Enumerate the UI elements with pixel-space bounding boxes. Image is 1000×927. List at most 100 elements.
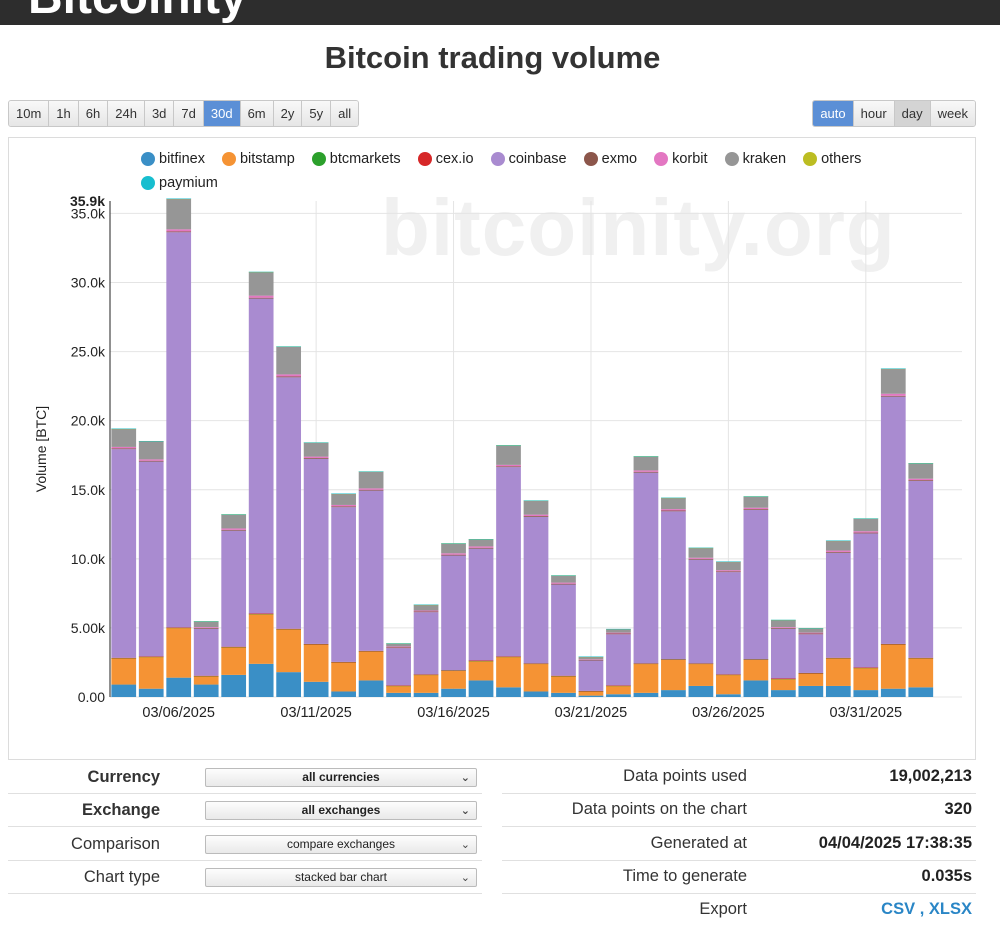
bar-segment-paymium[interactable] [166, 198, 192, 200]
bar-segment-exmo[interactable] [853, 532, 879, 534]
bar-segment-coinbase[interactable] [661, 511, 686, 660]
bar-segment-kraken[interactable] [386, 643, 411, 647]
range-button-day[interactable]: day [894, 101, 931, 126]
bar-segment-cexio[interactable] [716, 674, 741, 675]
range-button-1h[interactable]: 1h [49, 101, 79, 126]
legend-item-korbit[interactable]: korbit [654, 147, 708, 171]
bar-segment-bitstamp[interactable] [633, 663, 659, 693]
bar-segment-coinbase[interactable] [743, 509, 769, 660]
bar-segment-korbit[interactable] [743, 507, 769, 510]
legend-item-coinbase[interactable]: coinbase [490, 147, 567, 171]
bar-segment-cexio[interactable] [468, 660, 494, 662]
bar-segment-bitstamp[interactable] [908, 658, 934, 688]
bar-segment-exmo[interactable] [358, 489, 384, 491]
bar-segment-bitfinex[interactable] [798, 685, 824, 697]
bar-segment-btcmarkets[interactable] [633, 663, 659, 665]
bar-segment-kraken[interactable] [825, 540, 851, 551]
bar-segment-kraken[interactable] [193, 621, 219, 628]
range-button-3d[interactable]: 3d [144, 101, 175, 126]
bar-segment-cexio[interactable] [166, 627, 192, 628]
bar-segment-cexio[interactable] [358, 650, 384, 652]
bar-segment-korbit[interactable] [138, 459, 164, 461]
bar-segment-cexio[interactable] [221, 646, 247, 648]
bar-segment-paymium[interactable] [880, 368, 906, 369]
legend-item-bitfinex[interactable]: bitfinex [141, 147, 205, 171]
bar-segment-exmo[interactable] [468, 547, 494, 549]
bar-segment-exmo[interactable] [798, 633, 824, 635]
bar-segment-bitstamp[interactable] [331, 662, 356, 692]
bar-segment-kraken[interactable] [248, 272, 274, 296]
bar-segment-btcmarkets[interactable] [193, 675, 219, 677]
bar-segment-bitfinex[interactable] [578, 695, 604, 697]
bar-segment-korbit[interactable] [551, 582, 576, 584]
bar-segment-coinbase[interactable] [276, 377, 302, 629]
bar-segment-btcmarkets[interactable] [523, 663, 549, 665]
bar-segment-paymium[interactable] [413, 604, 439, 606]
comparison-select[interactable]: compare exchanges ⌄ [205, 834, 477, 854]
bar-segment-paymium[interactable] [303, 442, 329, 443]
chart-type-select[interactable]: stacked bar chart ⌄ [205, 867, 477, 887]
bar-segment-bitfinex[interactable] [193, 684, 219, 697]
bar-segment-korbit[interactable] [386, 646, 411, 648]
bar-segment-coinbase[interactable] [193, 628, 219, 676]
bar-segment-bitstamp[interactable] [358, 651, 384, 681]
bar-segment-exmo[interactable] [413, 611, 439, 613]
bar-segment-btcmarkets[interactable] [303, 644, 329, 645]
bar-segment-exmo[interactable] [716, 571, 741, 573]
site-brand[interactable]: Bitcoinity [28, 0, 247, 25]
bar-segment-kraken[interactable] [798, 628, 824, 633]
legend-item-others[interactable]: others [803, 147, 861, 171]
bar-segment-cexio[interactable] [331, 661, 356, 663]
bar-segment-korbit[interactable] [661, 509, 686, 511]
bar-segment-paymium[interactable] [138, 440, 164, 442]
bar-segment-kraken[interactable] [303, 442, 329, 457]
bar-segment-kraken[interactable] [633, 456, 659, 471]
bar-segment-bitstamp[interactable] [441, 670, 466, 689]
bar-segment-paymium[interactable] [221, 514, 247, 515]
bar-segment-kraken[interactable] [770, 620, 796, 628]
bar-segment-bitfinex[interactable] [661, 690, 686, 697]
legend-item-kraken[interactable]: kraken [724, 147, 786, 171]
bar-segment-bitstamp[interactable] [880, 644, 906, 689]
bar-segment-bitstamp[interactable] [468, 661, 494, 681]
bar-segment-paymium[interactable] [358, 471, 384, 472]
bar-segment-coinbase[interactable] [523, 516, 549, 664]
bar-segment-cexio[interactable] [661, 659, 686, 660]
bar-segment-paymium[interactable] [908, 463, 934, 464]
bar-segment-korbit[interactable] [880, 393, 906, 396]
bar-segment-cexio[interactable] [853, 667, 879, 668]
bar-segment-bitstamp[interactable] [743, 659, 769, 681]
bar-segment-exmo[interactable] [523, 516, 549, 517]
bar-segment-paymium[interactable] [496, 445, 521, 446]
bar-segment-exmo[interactable] [770, 627, 796, 629]
bar-segment-kraken[interactable] [523, 500, 549, 515]
bar-segment-btcmarkets[interactable] [496, 656, 521, 658]
bar-segment-paymium[interactable] [248, 271, 274, 273]
bar-segment-bitfinex[interactable] [496, 687, 521, 697]
bar-segment-kraken[interactable] [688, 548, 714, 558]
bar-segment-korbit[interactable] [248, 295, 274, 298]
bar-segment-coinbase[interactable] [248, 298, 274, 614]
bar-segment-korbit[interactable] [716, 570, 741, 572]
bar-segment-btcmarkets[interactable] [880, 644, 906, 645]
bar-segment-bitfinex[interactable] [770, 690, 796, 697]
bar-segment-kraken[interactable] [496, 445, 521, 465]
bar-segment-kraken[interactable] [716, 561, 741, 571]
bar-segment-bitstamp[interactable] [138, 656, 164, 689]
bar-segment-bitstamp[interactable] [413, 674, 439, 693]
legend-item-paymium[interactable]: paymium [141, 171, 218, 195]
bar-segment-bitstamp[interactable] [798, 673, 824, 686]
bar-segment-coinbase[interactable] [880, 396, 906, 644]
bar-segment-btcmarkets[interactable] [606, 685, 631, 687]
bar-segment-paymium[interactable] [853, 518, 879, 519]
bar-segment-korbit[interactable] [825, 550, 851, 552]
legend-item-cexio[interactable]: cex.io [417, 147, 474, 171]
bar-segment-bitfinex[interactable] [825, 685, 851, 697]
bar-segment-bitstamp[interactable] [661, 659, 686, 691]
bar-segment-paymium[interactable] [770, 619, 796, 621]
bar-segment-exmo[interactable] [578, 659, 604, 661]
bar-segment-btcmarkets[interactable] [331, 662, 356, 663]
legend-item-bitstamp[interactable]: bitstamp [221, 147, 295, 171]
bar-segment-btcmarkets[interactable] [413, 674, 439, 676]
bar-segment-bitstamp[interactable] [248, 614, 274, 664]
